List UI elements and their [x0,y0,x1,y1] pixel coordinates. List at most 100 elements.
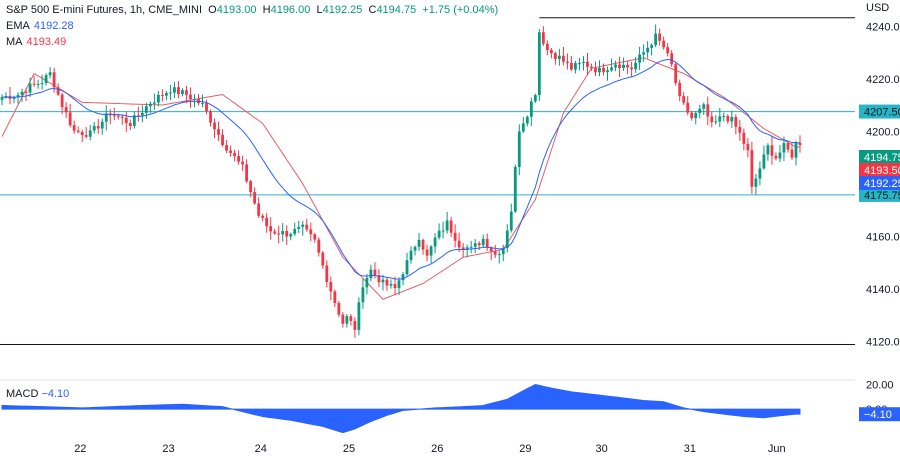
high-value: 4196.00 [270,4,311,16]
candle [221,129,224,147]
candle [60,92,64,115]
candle [225,140,228,154]
candle [321,250,325,269]
candle [293,222,297,236]
time-axis: 22 23 24 25 26 29 30 31 Jun [74,443,785,455]
candle [457,232,461,252]
candle [778,145,782,163]
macd-legend: MACD −4.10 [6,388,69,400]
candle [209,109,212,127]
candle [377,269,381,288]
candle [505,224,509,253]
candle [325,260,329,288]
candle [750,141,754,194]
legend-title-row: S&P 500 E-mini Futures, 1h, CME_MINI O41… [6,2,498,18]
candle [437,223,441,240]
candle [606,66,609,81]
candle [289,232,293,241]
macd-y-tick-label: 20.00 [866,379,894,391]
candle [397,277,401,296]
candle [217,121,220,141]
candle [650,43,654,56]
legend-ma-row: MA 4193.49 [6,34,498,50]
y-tick-label: 4120.00 [866,336,900,348]
candle [734,114,738,135]
x-tick-label: 22 [74,443,86,455]
macd-label: MACD [6,388,39,400]
candle [80,129,84,143]
candle [0,94,4,106]
candle [393,276,397,295]
candle [197,94,200,106]
candle [754,174,758,195]
candle [8,87,12,105]
candle [674,61,678,86]
candle [658,28,662,46]
candle [509,203,513,233]
candle [642,44,646,62]
open-value: 4193.00 [216,4,257,16]
ema-label: EMA [6,20,30,32]
candle [305,218,309,232]
candle [229,145,232,157]
candle [181,88,184,97]
candle [481,234,485,248]
candle [104,105,108,131]
low-label: L [316,4,323,16]
svg-text:4192.25: 4192.25 [864,178,900,190]
candle [517,124,521,176]
candle [40,74,44,90]
svg-text:4193.50: 4193.50 [864,165,900,177]
svg-text:−4.10: −4.10 [864,409,892,421]
candle [501,244,505,262]
candle [570,56,573,71]
candle [213,118,216,139]
candle [277,225,281,244]
x-tick-label: 25 [343,443,355,455]
symbol-title: S&P 500 E-mini Futures, 1h, CME_MINI [6,4,203,16]
candle [525,115,529,127]
candle [493,244,497,258]
candle [144,102,148,119]
candle [409,246,413,264]
y-tick-label: 4240.00 [866,21,900,33]
candle [718,107,722,127]
candle [301,221,305,236]
ema-path [1,59,801,280]
candle [32,75,36,87]
candle [100,118,104,135]
horizontal-levels [0,17,855,346]
candle [682,92,686,105]
candle [429,245,433,264]
candle [782,136,786,162]
candle [156,91,160,107]
change-value: +1.75 (+0.04%) [422,4,499,16]
currency-label: USD [866,2,890,14]
candle [794,140,798,166]
ma-value: 4193.49 [26,36,67,48]
candle [309,222,313,242]
candlesticks [0,24,802,338]
candle [798,135,802,153]
candle [582,56,585,71]
candle [521,116,525,133]
candle [385,277,389,291]
candle [626,60,629,75]
candle [497,250,501,264]
candle [770,136,774,165]
candle [241,155,245,171]
ma-path [1,57,800,300]
y-tick-label: 4140.00 [866,284,900,296]
x-tick-label: Jun [768,443,786,455]
candle [353,317,357,338]
chart-legend: S&P 500 E-mini Futures, 1h, CME_MINI O41… [6,2,498,50]
ma-line [1,57,800,300]
candle [64,102,68,119]
candle [453,224,457,248]
candle [361,279,365,309]
candle [578,57,581,71]
candle [758,161,762,186]
candle [124,111,128,132]
candle [265,213,269,233]
